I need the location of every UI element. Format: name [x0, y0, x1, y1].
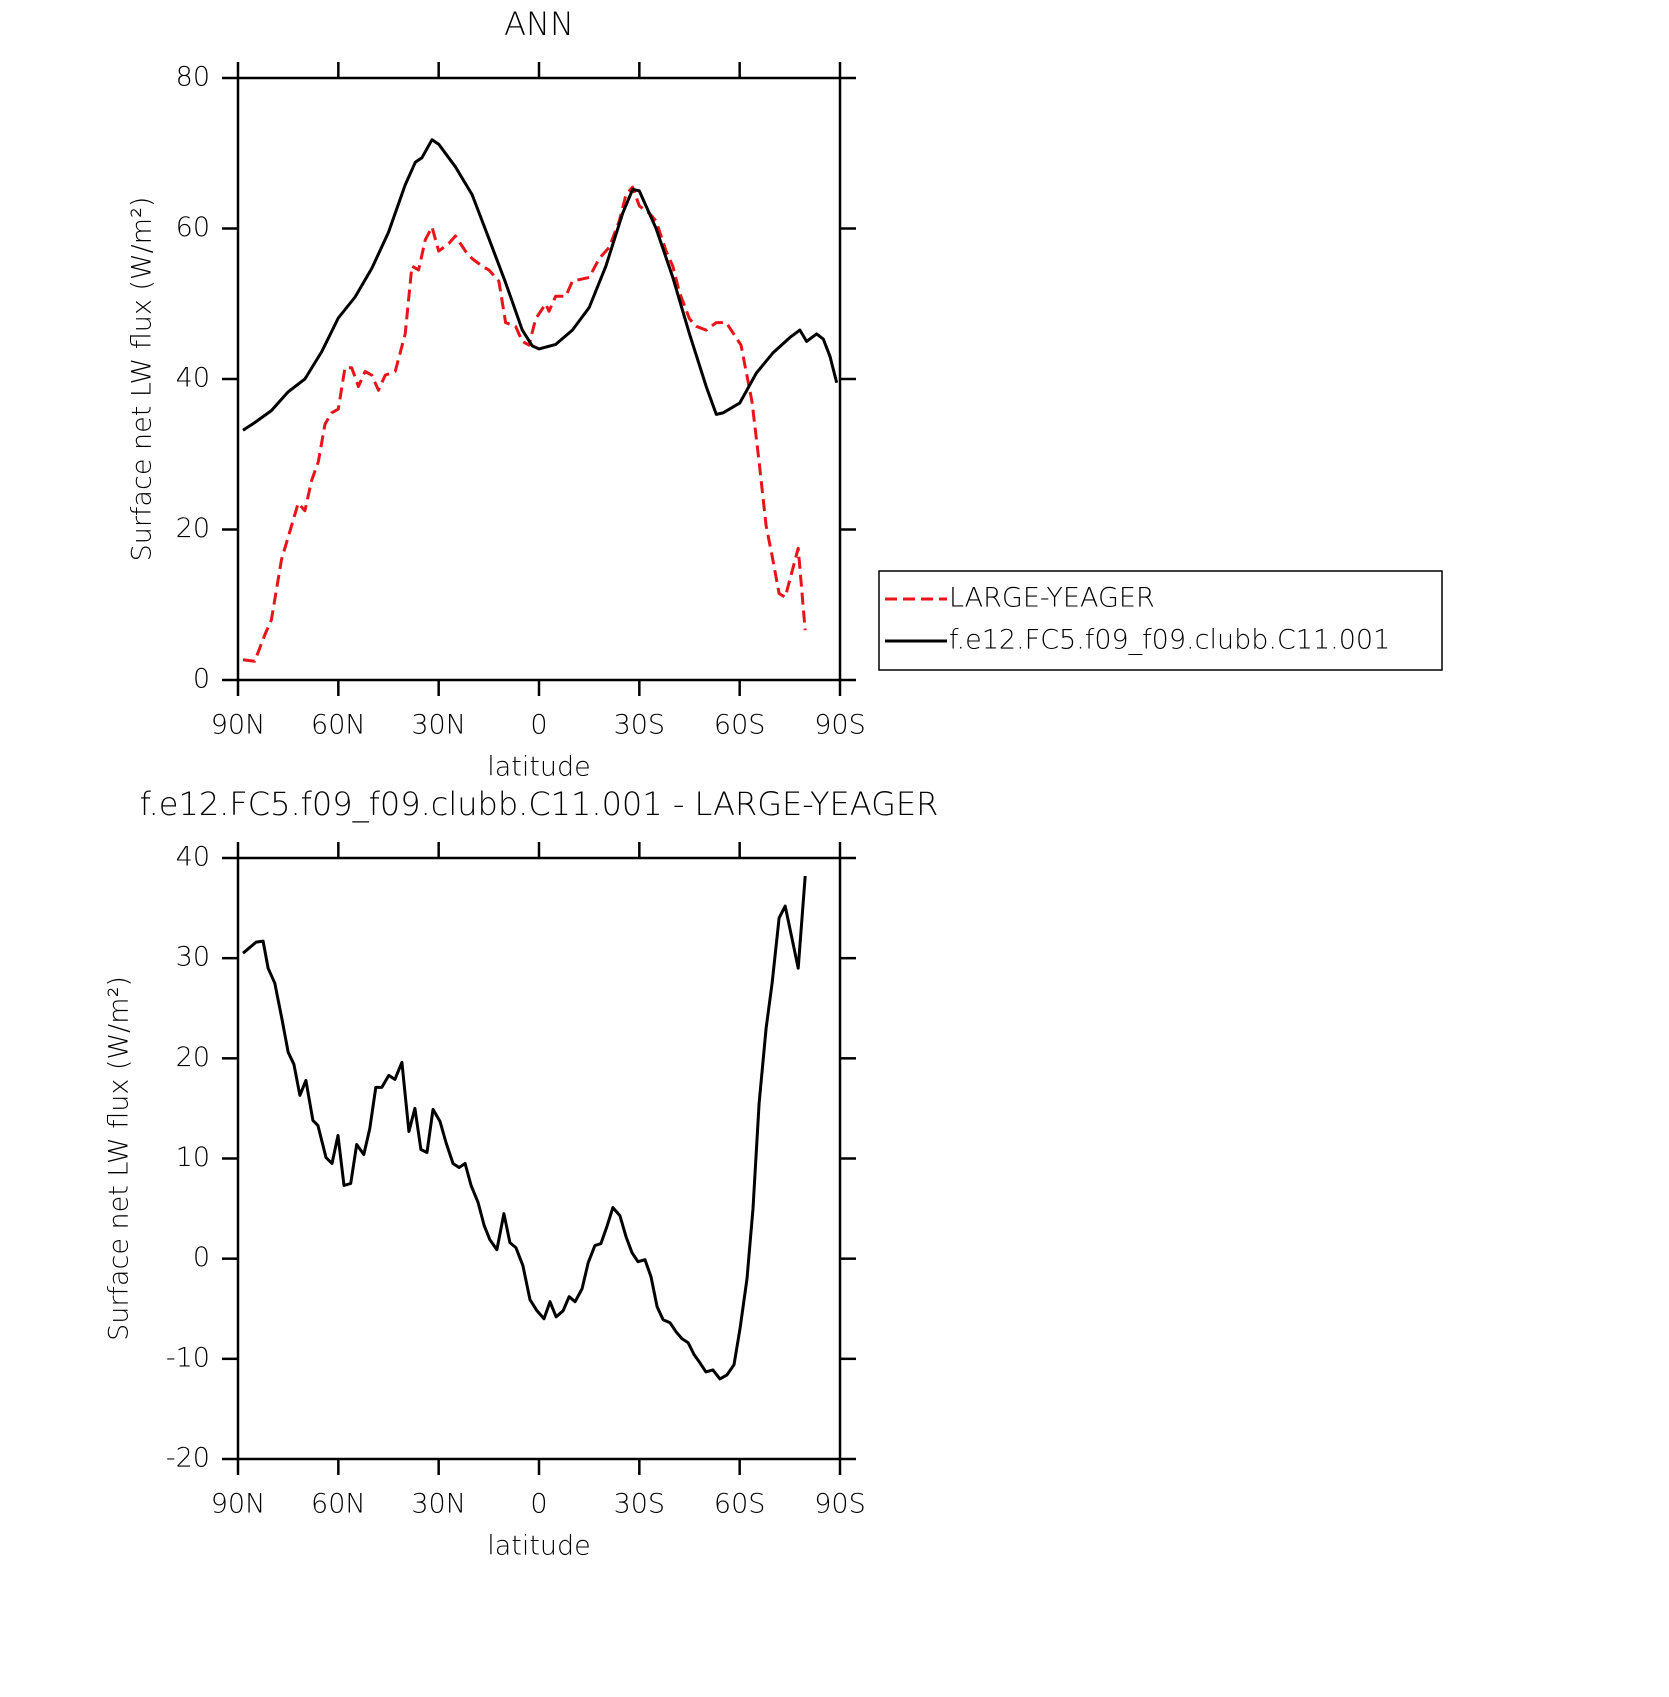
legend-label: f.e12.FC5.f09_f09.clubb.C11.001 — [949, 625, 1390, 656]
x-tick-label: 0 — [530, 710, 547, 741]
x-tick-label: 90N — [211, 1489, 266, 1520]
data-line — [242, 875, 807, 1381]
x-tick-label: 90S — [814, 1489, 866, 1520]
y-tick-label: 0 — [193, 664, 210, 695]
data-line — [242, 185, 807, 663]
x-tick-label: 90S — [814, 710, 866, 741]
legend-label: LARGE-YEAGER — [949, 583, 1155, 614]
x-axis-label: latitude — [487, 752, 591, 783]
y-tick-label: 60 — [176, 212, 210, 243]
data-line — [242, 138, 839, 432]
y-tick-label: -20 — [166, 1443, 210, 1474]
y-axis-label: Surface net LW flux (W/m²) — [104, 976, 135, 1341]
y-tick-label: 20 — [176, 513, 210, 544]
x-tick-label: 90N — [211, 710, 266, 741]
x-axis-label: latitude — [487, 1531, 591, 1562]
x-tick-label: 60S — [714, 710, 766, 741]
y-tick-label: -10 — [166, 1342, 210, 1373]
y-axis-label: Surface net LW flux (W/m²) — [127, 197, 158, 562]
x-tick-label: 30S — [614, 710, 666, 741]
x-tick-label: 60N — [311, 1489, 366, 1520]
y-tick-label: 0 — [193, 1242, 210, 1273]
x-tick-label: 0 — [530, 1489, 547, 1520]
chart-title: f.e12.FC5.f09_f09.clubb.C11.001 - LARGE-… — [140, 785, 939, 823]
y-tick-label: 40 — [176, 363, 210, 394]
y-tick-label: 10 — [176, 1142, 210, 1173]
y-tick-label: 80 — [176, 62, 210, 93]
y-tick-label: 30 — [176, 942, 210, 973]
x-tick-label: 30N — [411, 1489, 466, 1520]
x-tick-label: 30N — [411, 710, 466, 741]
plot-frame — [236, 76, 842, 682]
x-tick-label: 60S — [714, 1489, 766, 1520]
chart-title: ANN — [504, 5, 574, 43]
y-tick-label: 40 — [176, 842, 210, 873]
y-tick-label: 20 — [176, 1042, 210, 1073]
x-tick-label: 60N — [311, 710, 366, 741]
x-tick-label: 30S — [614, 1489, 666, 1520]
legend-box — [878, 570, 1443, 671]
